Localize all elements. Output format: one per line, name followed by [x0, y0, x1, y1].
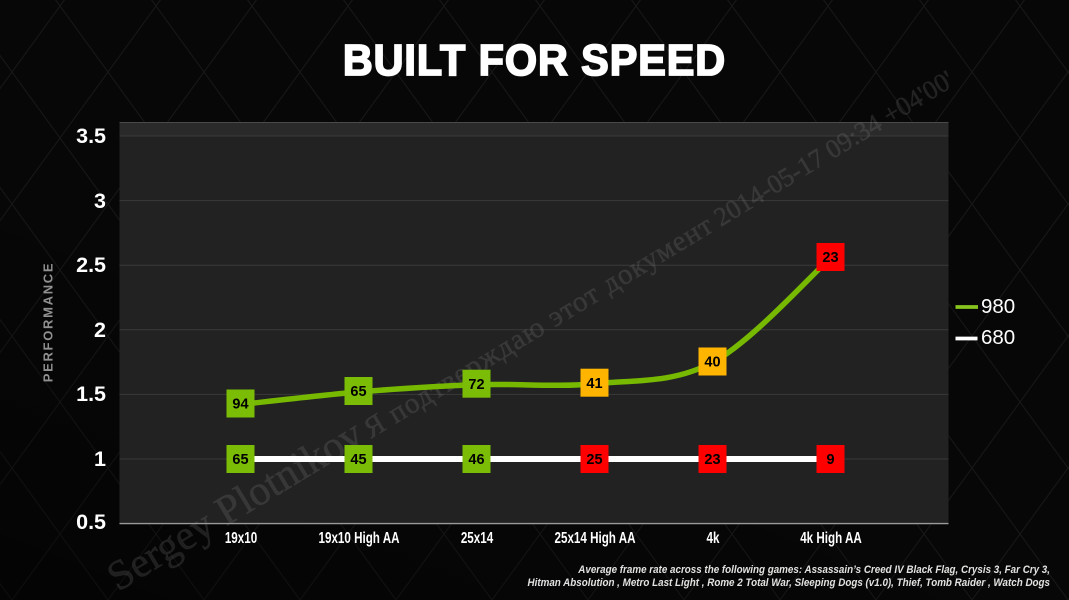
- svg-text:46: 46: [468, 452, 484, 468]
- svg-text:65: 65: [232, 452, 248, 468]
- svg-text:65: 65: [350, 384, 366, 400]
- svg-text:45: 45: [350, 452, 366, 468]
- svg-text:94: 94: [232, 397, 248, 413]
- svg-text:23: 23: [704, 452, 720, 468]
- svg-text:9: 9: [826, 452, 834, 468]
- svg-text:23: 23: [822, 250, 838, 266]
- svg-text:40: 40: [704, 355, 720, 371]
- svg-text:41: 41: [586, 376, 602, 392]
- svg-text:72: 72: [468, 377, 484, 393]
- svg-text:25: 25: [586, 452, 602, 468]
